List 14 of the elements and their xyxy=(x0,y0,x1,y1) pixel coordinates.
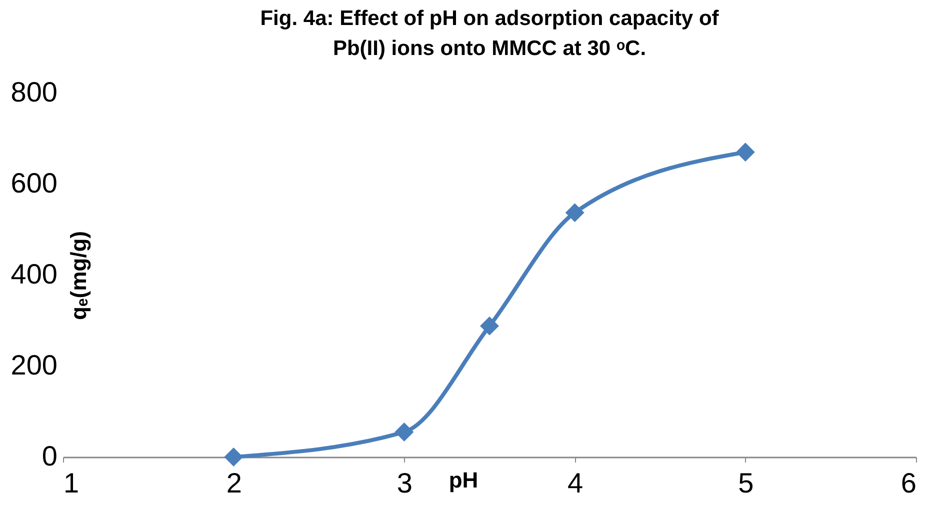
y-tick-label: 200 xyxy=(10,350,58,380)
x-axis-title: pH xyxy=(448,468,478,492)
chart-title: Fig. 4a: Effect of pH on adsorption capacity of Pb(II) ions onto MMCC at 30 ᵒC. xyxy=(260,7,720,60)
x-tick-label: 2 xyxy=(226,468,242,498)
y-tick-label: 400 xyxy=(10,258,58,290)
y-tick-label: 600 xyxy=(10,168,58,198)
x-tick-label: 4 xyxy=(568,468,584,498)
y-tick-label: 0 xyxy=(42,440,58,472)
y-tick-label: 800 xyxy=(10,76,58,108)
x-tick-label: 6 xyxy=(900,468,916,498)
x-tick-label: 5 xyxy=(738,468,754,498)
x-tick-label: 1 xyxy=(64,468,80,498)
y-axis-title: qₑ(mg/g) xyxy=(66,231,91,320)
x-tick-label: 3 xyxy=(396,468,412,498)
